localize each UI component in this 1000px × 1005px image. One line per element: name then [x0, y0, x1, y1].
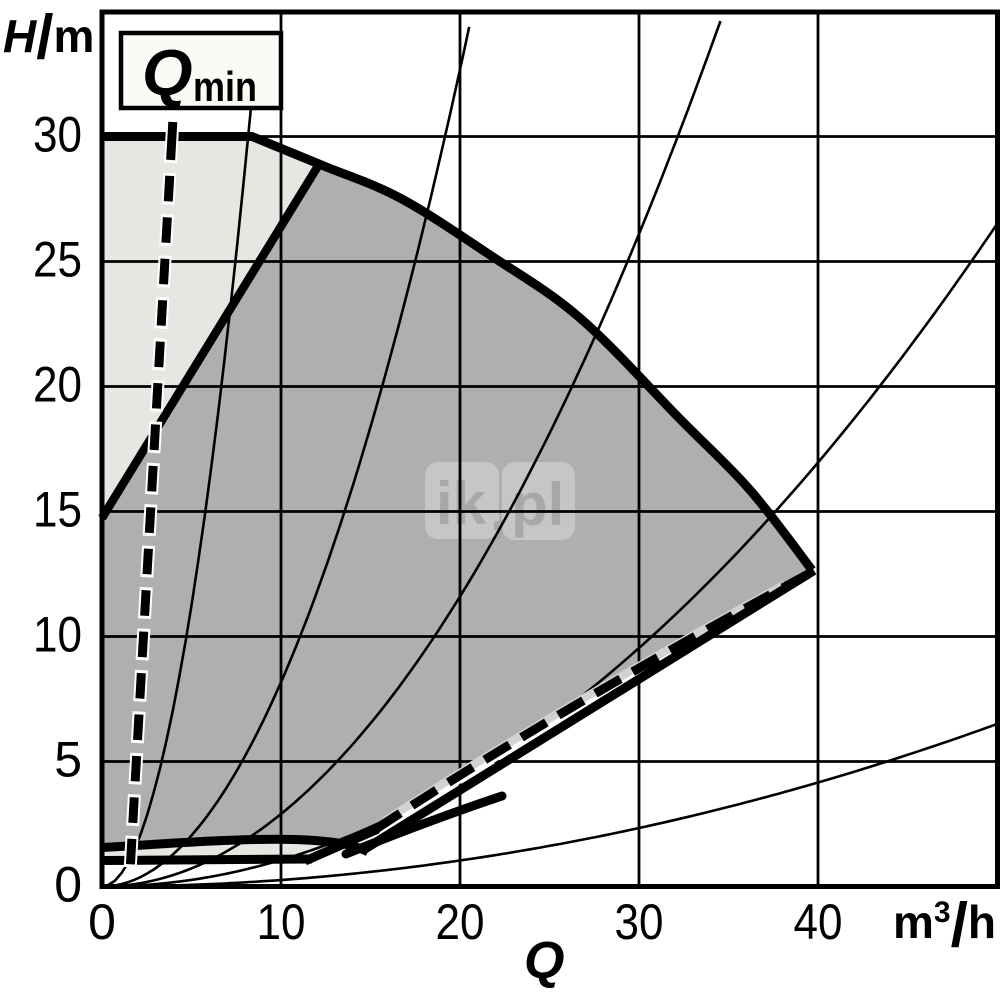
svg-text:40: 40 — [794, 894, 843, 950]
svg-text:Q: Q — [524, 932, 564, 990]
svg-text:20: 20 — [436, 894, 485, 950]
svg-text:0: 0 — [88, 894, 116, 950]
svg-text:,: , — [490, 476, 507, 543]
svg-text:25: 25 — [33, 232, 82, 288]
svg-text:5: 5 — [54, 732, 82, 788]
svg-text:10: 10 — [33, 607, 82, 663]
svg-text:0: 0 — [54, 857, 82, 913]
svg-text:30: 30 — [615, 894, 664, 950]
svg-text:20: 20 — [33, 357, 82, 413]
svg-text:15: 15 — [33, 482, 82, 538]
svg-text:10: 10 — [257, 894, 306, 950]
svg-text:H/m: H/m — [3, 3, 94, 72]
svg-text:Q: Q — [142, 36, 193, 109]
svg-text:pl: pl — [511, 471, 564, 538]
svg-text:min: min — [193, 63, 257, 110]
svg-text:30: 30 — [33, 107, 82, 163]
